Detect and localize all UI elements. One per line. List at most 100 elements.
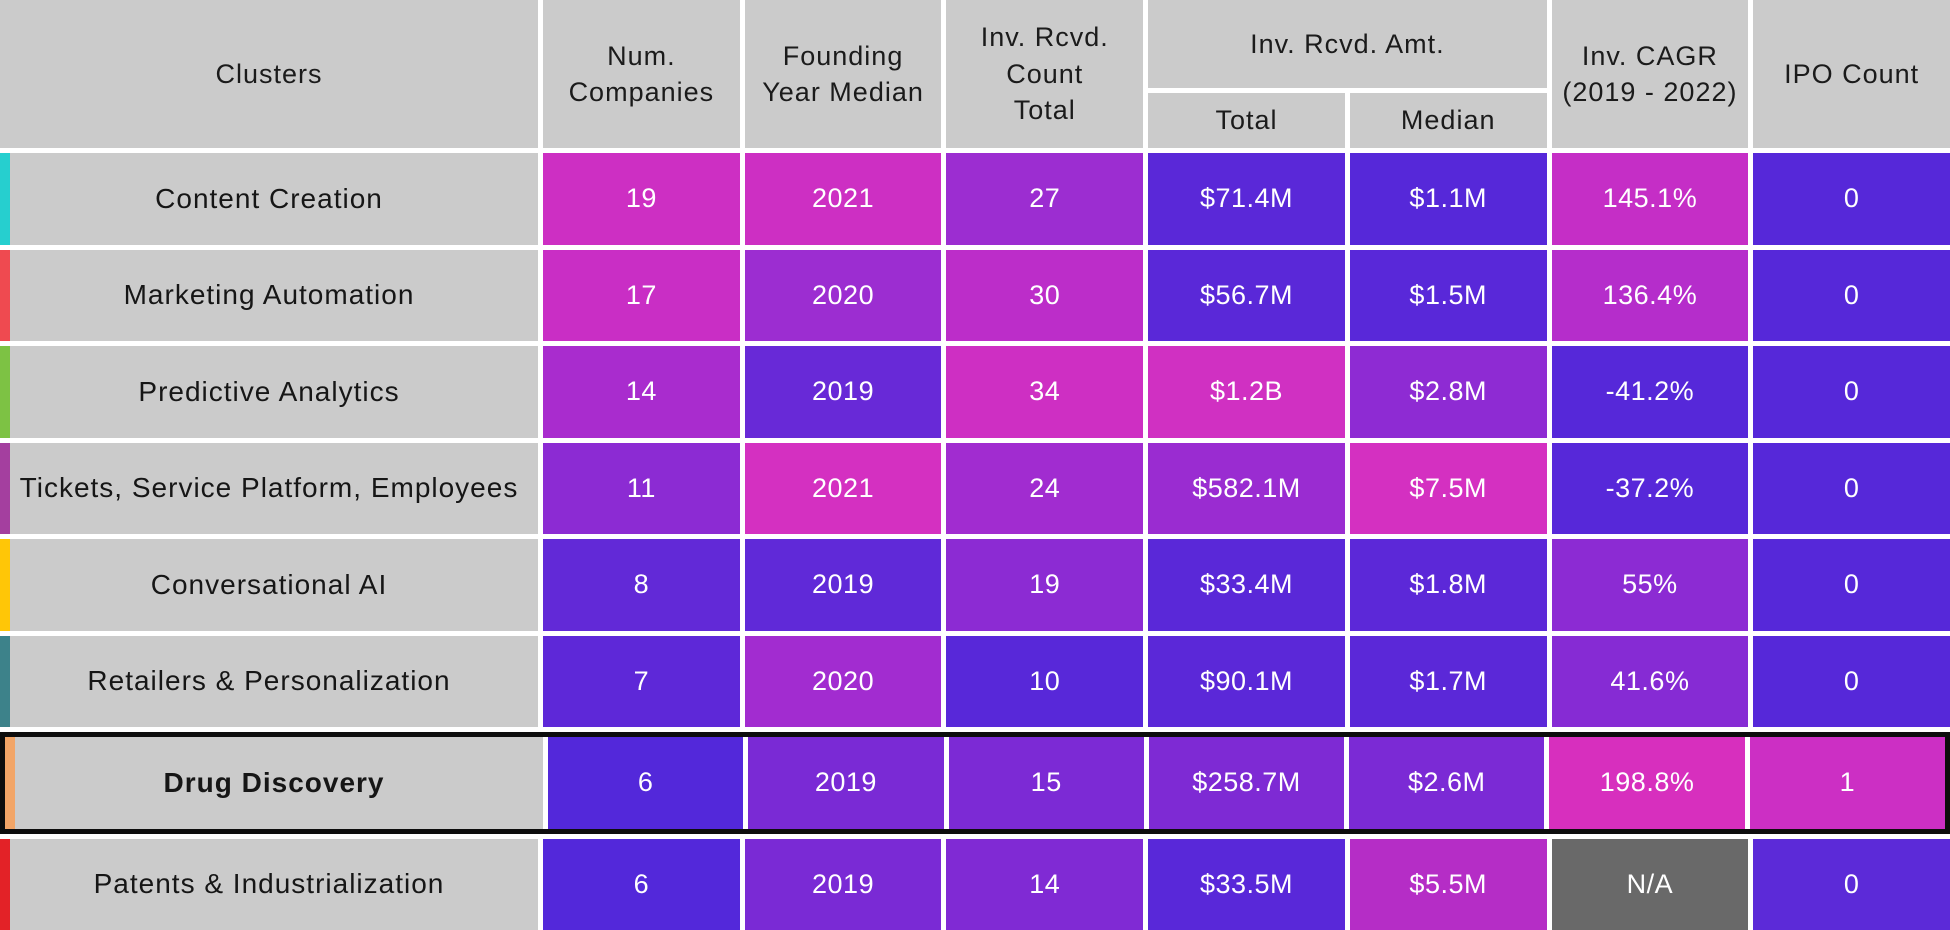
header-num-companies: Num. Companies xyxy=(543,0,740,148)
cluster-label: Drug Discovery xyxy=(163,766,385,798)
table-row-retailers-personalization[interactable]: Retailers & Personalization 7 2020 10 $9… xyxy=(0,635,1950,727)
header-ipo-count: IPO Count xyxy=(1753,0,1950,148)
cluster-color-bar xyxy=(0,442,10,534)
cell-inv-rcvd-count-total[interactable]: 19 xyxy=(946,539,1144,631)
cell-inv-rcvd-amt-median[interactable]: $2.6M xyxy=(1349,737,1545,829)
cell-inv-rcvd-amt-median[interactable]: $1.5M xyxy=(1349,249,1547,341)
cell-inv-rcvd-amt-total[interactable]: $258.7M xyxy=(1148,737,1345,829)
cluster-label-cell[interactable]: Content Creation xyxy=(0,153,538,245)
cell-num-companies[interactable]: 8 xyxy=(543,539,740,631)
cell-num-companies[interactable]: 7 xyxy=(543,635,740,727)
header-inv-rcvd-amt-median: Median xyxy=(1349,93,1547,148)
cluster-label: Content Creation xyxy=(155,182,383,214)
cluster-color-bar xyxy=(0,249,10,341)
cluster-label-cell[interactable]: Retailers & Personalization xyxy=(0,635,538,727)
table-row-conversational-ai[interactable]: Conversational AI 8 2019 19 $33.4M $1.8M… xyxy=(0,539,1950,631)
cell-inv-rcvd-amt-median[interactable]: $1.1M xyxy=(1349,153,1547,245)
cluster-label: Conversational AI xyxy=(150,568,388,600)
cell-ipo-count[interactable]: 0 xyxy=(1753,346,1950,438)
cell-ipo-count[interactable]: 1 xyxy=(1749,737,1945,829)
cell-num-companies[interactable]: 14 xyxy=(543,346,740,438)
cluster-label-cell[interactable]: Drug Discovery xyxy=(5,737,543,829)
cell-inv-rcvd-count-total[interactable]: 15 xyxy=(948,737,1144,829)
cluster-color-bar xyxy=(0,346,10,438)
cell-inv-cagr[interactable]: N/A xyxy=(1551,838,1749,930)
cell-ipo-count[interactable]: 0 xyxy=(1753,838,1950,930)
header-inv-cagr: Inv. CAGR (2019 - 2022) xyxy=(1551,0,1749,148)
cell-inv-rcvd-amt-total[interactable]: $56.7M xyxy=(1148,249,1345,341)
table-row-tickets-service-platform-employees[interactable]: Tickets, Service Platform, Employees 11 … xyxy=(0,442,1950,534)
cell-num-companies[interactable]: 17 xyxy=(543,249,740,341)
table-row-predictive-analytics[interactable]: Predictive Analytics 14 2019 34 $1.2B $2… xyxy=(0,346,1950,438)
cluster-label-cell[interactable]: Tickets, Service Platform, Employees xyxy=(0,442,538,534)
cell-ipo-count[interactable]: 0 xyxy=(1753,442,1950,534)
cell-inv-cagr[interactable]: 136.4% xyxy=(1551,249,1749,341)
cluster-label: Tickets, Service Platform, Employees xyxy=(19,472,519,504)
cell-inv-rcvd-amt-median[interactable]: $1.7M xyxy=(1349,635,1547,727)
cell-inv-rcvd-amt-total[interactable]: $582.1M xyxy=(1148,442,1345,534)
cell-inv-cagr[interactable]: 198.8% xyxy=(1549,737,1745,829)
cell-inv-cagr[interactable]: -37.2% xyxy=(1551,442,1749,534)
cluster-color-bar xyxy=(0,635,10,727)
cell-inv-rcvd-count-total[interactable]: 14 xyxy=(946,838,1144,930)
cell-inv-rcvd-count-total[interactable]: 27 xyxy=(946,153,1144,245)
cluster-label: Predictive Analytics xyxy=(138,375,400,407)
cell-inv-rcvd-count-total[interactable]: 34 xyxy=(946,346,1144,438)
cluster-color-bar xyxy=(0,838,10,930)
cluster-label: Patents & Industrialization xyxy=(93,868,445,900)
cell-inv-rcvd-amt-total[interactable]: $33.5M xyxy=(1148,838,1345,930)
cell-founding-year-median[interactable]: 2020 xyxy=(744,635,942,727)
cell-inv-rcvd-amt-median[interactable]: $5.5M xyxy=(1349,838,1547,930)
cell-inv-rcvd-count-total[interactable]: 10 xyxy=(946,635,1144,727)
cell-founding-year-median[interactable]: 2019 xyxy=(744,539,942,631)
cell-inv-rcvd-amt-total[interactable]: $1.2B xyxy=(1148,346,1345,438)
header-group-inv-rcvd-amt: Inv. Rcvd. Amt. Total Median xyxy=(1148,0,1547,148)
cell-ipo-count[interactable]: 0 xyxy=(1753,539,1950,631)
cell-inv-rcvd-amt-median[interactable]: $1.8M xyxy=(1349,539,1547,631)
cell-inv-rcvd-count-total[interactable]: 24 xyxy=(946,442,1144,534)
table-row-marketing-automation[interactable]: Marketing Automation 17 2020 30 $56.7M $… xyxy=(0,249,1950,341)
table-row-content-creation[interactable]: Content Creation 19 2021 27 $71.4M $1.1M… xyxy=(0,153,1950,245)
cluster-label-cell[interactable]: Conversational AI xyxy=(0,539,538,631)
cell-founding-year-median[interactable]: 2019 xyxy=(744,838,942,930)
cell-founding-year-median[interactable]: 2021 xyxy=(744,442,942,534)
cluster-label-cell[interactable]: Marketing Automation xyxy=(0,249,538,341)
cell-inv-cagr[interactable]: 145.1% xyxy=(1551,153,1749,245)
cell-inv-rcvd-amt-median[interactable]: $2.8M xyxy=(1349,346,1547,438)
cell-founding-year-median[interactable]: 2021 xyxy=(744,153,942,245)
cell-ipo-count[interactable]: 0 xyxy=(1753,635,1950,727)
header-inv-rcvd-count-total: Inv. Rcvd. Count Total xyxy=(946,0,1144,148)
cell-founding-year-median[interactable]: 2020 xyxy=(744,249,942,341)
cell-inv-rcvd-amt-median[interactable]: $7.5M xyxy=(1349,442,1547,534)
cluster-label-cell[interactable]: Predictive Analytics xyxy=(0,346,538,438)
header-inv-rcvd-amt: Inv. Rcvd. Amt. xyxy=(1148,0,1547,88)
cell-num-companies[interactable]: 11 xyxy=(543,442,740,534)
cluster-label-cell[interactable]: Patents & Industrialization xyxy=(0,838,538,930)
cell-inv-rcvd-amt-total[interactable]: $33.4M xyxy=(1148,539,1345,631)
header-clusters: Clusters xyxy=(0,0,538,148)
cluster-label: Marketing Automation xyxy=(123,279,415,311)
cell-num-companies[interactable]: 6 xyxy=(543,838,740,930)
cell-num-companies[interactable]: 19 xyxy=(543,153,740,245)
cell-inv-rcvd-amt-total[interactable]: $71.4M xyxy=(1148,153,1345,245)
cell-inv-cagr[interactable]: 41.6% xyxy=(1551,635,1749,727)
cluster-color-bar xyxy=(5,737,15,829)
cell-inv-rcvd-amt-total[interactable]: $90.1M xyxy=(1148,635,1345,727)
cluster-color-bar xyxy=(0,153,10,245)
table-header-row: Clusters Num. Companies Founding Year Me… xyxy=(0,0,1950,148)
cluster-label: Retailers & Personalization xyxy=(87,665,451,697)
cell-ipo-count[interactable]: 0 xyxy=(1753,249,1950,341)
header-founding-year-median: Founding Year Median xyxy=(744,0,942,148)
header-inv-rcvd-amt-total: Total xyxy=(1148,93,1345,148)
cell-inv-rcvd-count-total[interactable]: 30 xyxy=(946,249,1144,341)
cell-num-companies[interactable]: 6 xyxy=(548,737,744,829)
cell-ipo-count[interactable]: 0 xyxy=(1753,153,1950,245)
cell-founding-year-median[interactable]: 2019 xyxy=(748,737,944,829)
cell-inv-cagr[interactable]: 55% xyxy=(1551,539,1749,631)
cluster-color-bar xyxy=(0,539,10,631)
table-row-drug-discovery-selected[interactable]: Drug Discovery 6 2019 15 $258.7M $2.6M 1… xyxy=(0,732,1950,834)
cell-inv-cagr[interactable]: -41.2% xyxy=(1551,346,1749,438)
cell-founding-year-median[interactable]: 2019 xyxy=(744,346,942,438)
table-row-patents-industrialization[interactable]: Patents & Industrialization 6 2019 14 $3… xyxy=(0,838,1950,930)
